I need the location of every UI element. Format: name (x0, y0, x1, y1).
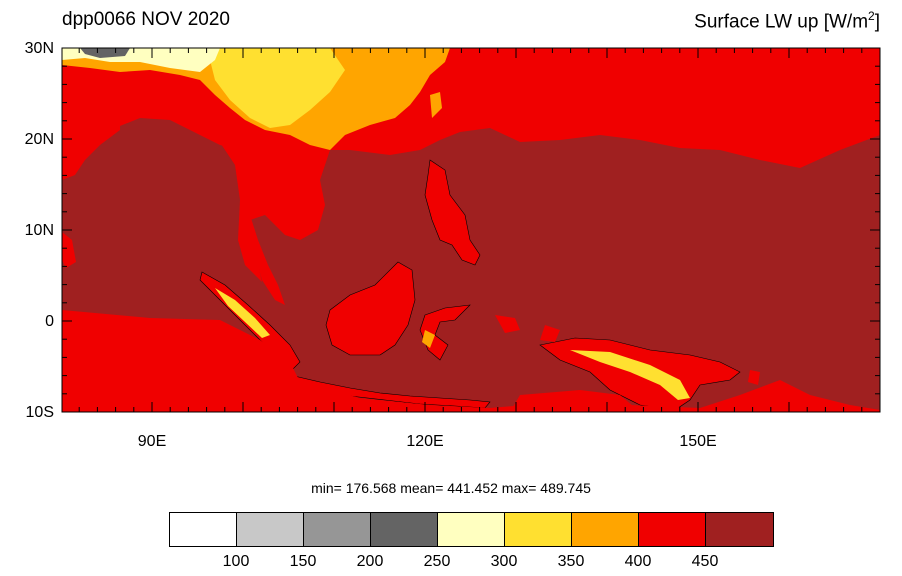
colorbar-label: 100 (222, 553, 250, 570)
colorbar-label: 150 (289, 553, 317, 570)
malay-peninsula (240, 210, 285, 305)
sulawesi-highlands (422, 330, 435, 348)
variable-title-main: Surface LW up [W/m (694, 11, 869, 33)
lat-label-30n: 30N (24, 40, 54, 57)
colorbar-swatch (639, 513, 706, 546)
lon-label-150e: 150E (679, 433, 717, 450)
philippines (424, 159, 481, 266)
lat-label-20n: 20N (24, 131, 54, 148)
colorbar-swatch (572, 513, 639, 546)
colorbar-swatch (237, 513, 304, 546)
taiwan (430, 92, 442, 118)
china-yellow (210, 48, 345, 128)
borneo (325, 261, 416, 356)
colorbar-label: 450 (691, 553, 719, 570)
lon-label-120e: 120E (406, 433, 444, 450)
colorbar-label: 200 (356, 553, 384, 570)
colorbar-swatch (371, 513, 438, 546)
map-plot (61, 47, 881, 413)
colorbar-label: 300 (490, 553, 518, 570)
colorbar (169, 512, 774, 547)
variable-title-sup: 2 (868, 9, 875, 23)
south-warm-band (62, 310, 880, 412)
colorbar-swatch (706, 513, 773, 546)
colorbar-label: 250 (423, 553, 451, 570)
map-title: dpp0066 NOV 2020 (62, 9, 230, 30)
axis-ticks (62, 47, 881, 413)
field-statistics: min= 176.568 mean= 441.452 max= 489.745 (311, 480, 591, 496)
colorbar-swatch (505, 513, 572, 546)
lat-label-10s: 10S (25, 404, 54, 421)
colorbar-swatch (304, 513, 371, 546)
colorbar-swatch (170, 513, 237, 546)
new-guinea-highlands (570, 350, 690, 400)
variable-title-end: ] (874, 11, 880, 33)
sumatra-highlands (215, 288, 270, 338)
indochina-land (175, 110, 330, 282)
colorbar-swatch (438, 513, 505, 546)
lat-label-0: 0 (45, 313, 54, 330)
lat-label-10n: 10N (24, 222, 54, 239)
colorbar-label: 400 (624, 553, 652, 570)
colorbar-label: 350 (557, 553, 585, 570)
tibet-grey (80, 48, 130, 58)
india-east-coast (62, 120, 120, 180)
lon-label-90e: 90E (137, 433, 167, 450)
sri-lanka (62, 232, 76, 268)
variable-title: Surface LW up [W/m2] (694, 9, 880, 33)
